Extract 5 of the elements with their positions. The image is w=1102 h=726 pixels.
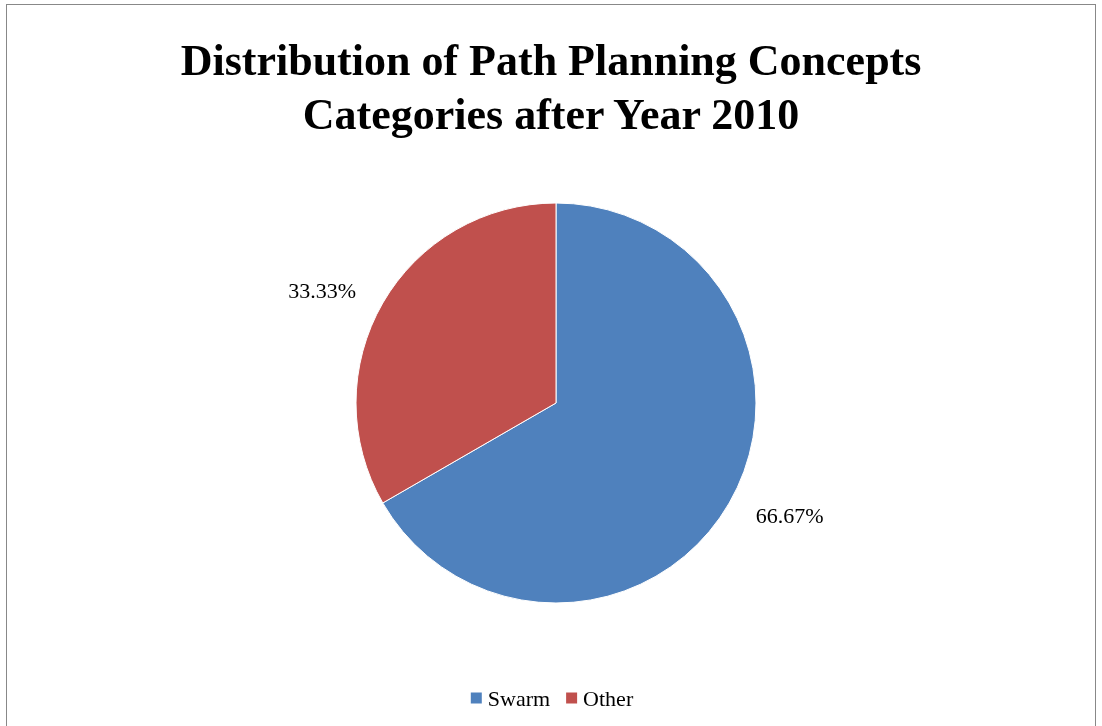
legend-label: Swarm — [487, 685, 551, 711]
chart-title: Distribution of Path Planning Concepts Categories after Year 2010 — [180, 35, 922, 139]
data-label: 33.33% — [288, 277, 357, 303]
data-label: 66.67% — [755, 503, 824, 529]
legend-label: Other — [583, 685, 634, 711]
